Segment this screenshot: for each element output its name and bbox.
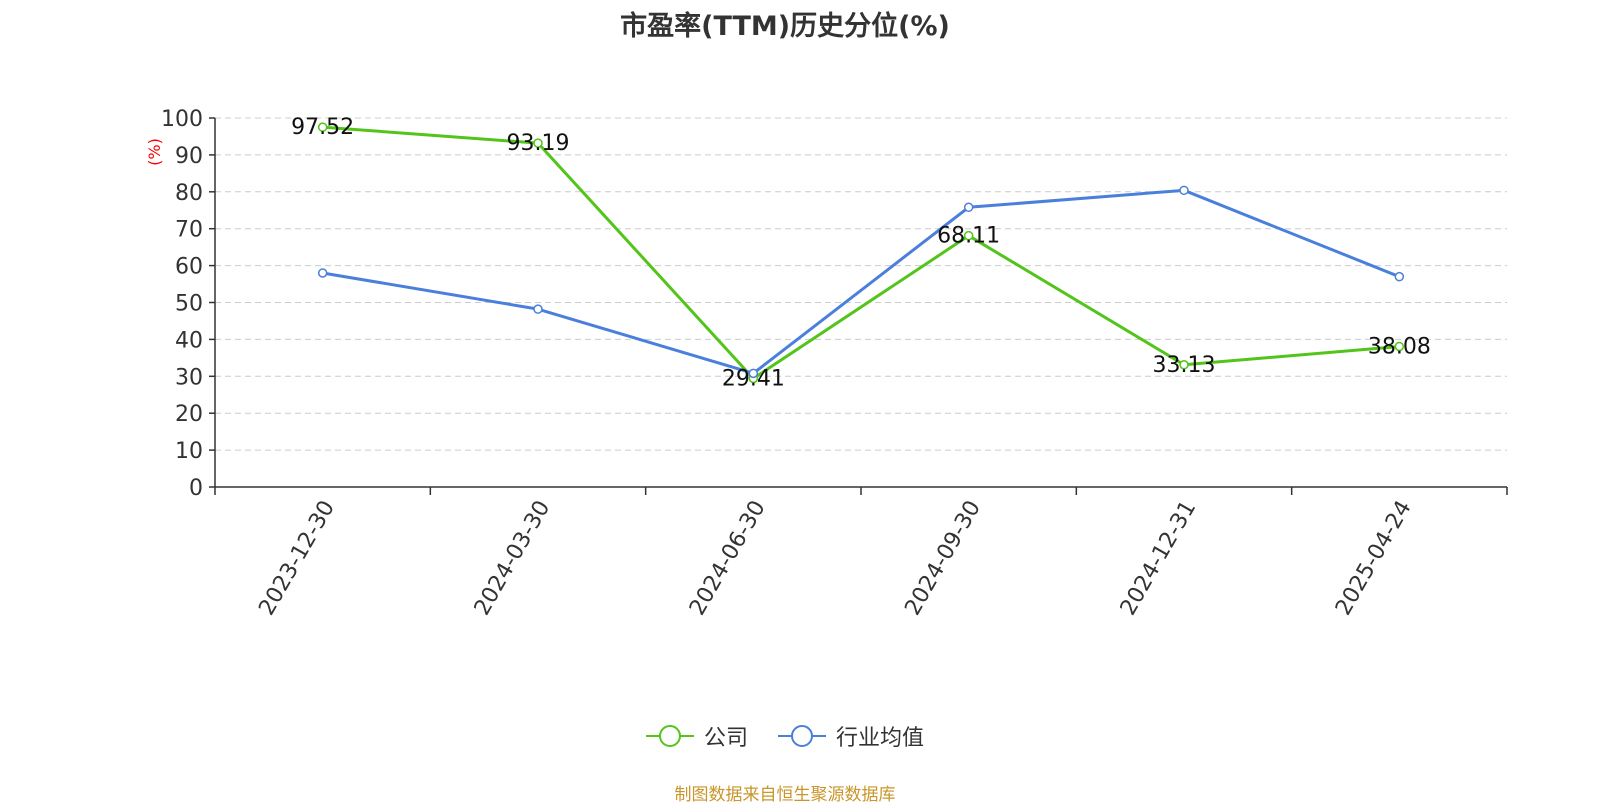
y-tick-label: 70	[175, 218, 203, 243]
x-tick-label: 2024-12-31	[1116, 497, 1202, 620]
series-line-1	[322, 188, 1400, 375]
legend-item-company[interactable]: 公司	[645, 720, 748, 752]
x-tick-label: 2023-12-30	[254, 497, 340, 620]
data-point-1	[963, 202, 974, 213]
y-tick-label: 60	[175, 255, 203, 280]
y-tick-label: 80	[175, 181, 203, 206]
data-point-0	[317, 122, 328, 132]
legend-item-industry-average[interactable]: 行业均值	[778, 720, 924, 752]
data-label: 68.11	[937, 224, 1000, 249]
data-point-1	[533, 304, 543, 314]
data-point-1	[748, 368, 759, 379]
data-point-0	[1179, 360, 1189, 370]
x-tick-label: 2024-09-30	[900, 497, 986, 620]
data-point-0	[533, 138, 543, 148]
data-point-0	[963, 230, 974, 241]
y-tick-label: 50	[175, 292, 203, 317]
y-tick-label: 0	[189, 476, 203, 501]
data-point-1	[1179, 185, 1189, 196]
legend: 公司 行业均值	[0, 720, 1570, 752]
y-tick-label: 90	[175, 144, 203, 169]
data-label: 97.52	[291, 115, 354, 140]
y-tick-label: 20	[175, 402, 203, 427]
y-tick-label: 10	[175, 439, 203, 464]
legend-marker-industry-average	[778, 725, 826, 747]
y-tick-label: 40	[175, 328, 203, 353]
legend-label-company: 公司	[703, 726, 748, 751]
data-label: 29.41	[722, 366, 785, 391]
data-label: 38.08	[1368, 334, 1431, 359]
data-point-1	[317, 268, 328, 278]
legend-label-industry-average: 行业均值	[836, 726, 925, 751]
source-note: 制图数据来自恒生聚源数据库	[674, 785, 896, 805]
x-tick-label: 2024-03-30	[470, 497, 556, 620]
y-axis-label: (%)	[145, 138, 164, 166]
chart-title: 市盈率(TTM)历史分位(%)	[620, 11, 950, 42]
x-tick-label: 2025-04-24	[1331, 497, 1417, 620]
y-tick-label: 100	[161, 107, 203, 132]
x-tick-label: 2024-06-30	[685, 497, 771, 620]
data-label: 93.19	[507, 131, 570, 156]
data-point-0	[1394, 341, 1405, 352]
series-line-0	[322, 125, 1400, 380]
y-tick-label: 30	[175, 365, 203, 390]
legend-marker-company	[645, 725, 694, 747]
data-label: 33.13	[1153, 353, 1216, 378]
data-point-1	[1394, 271, 1405, 282]
